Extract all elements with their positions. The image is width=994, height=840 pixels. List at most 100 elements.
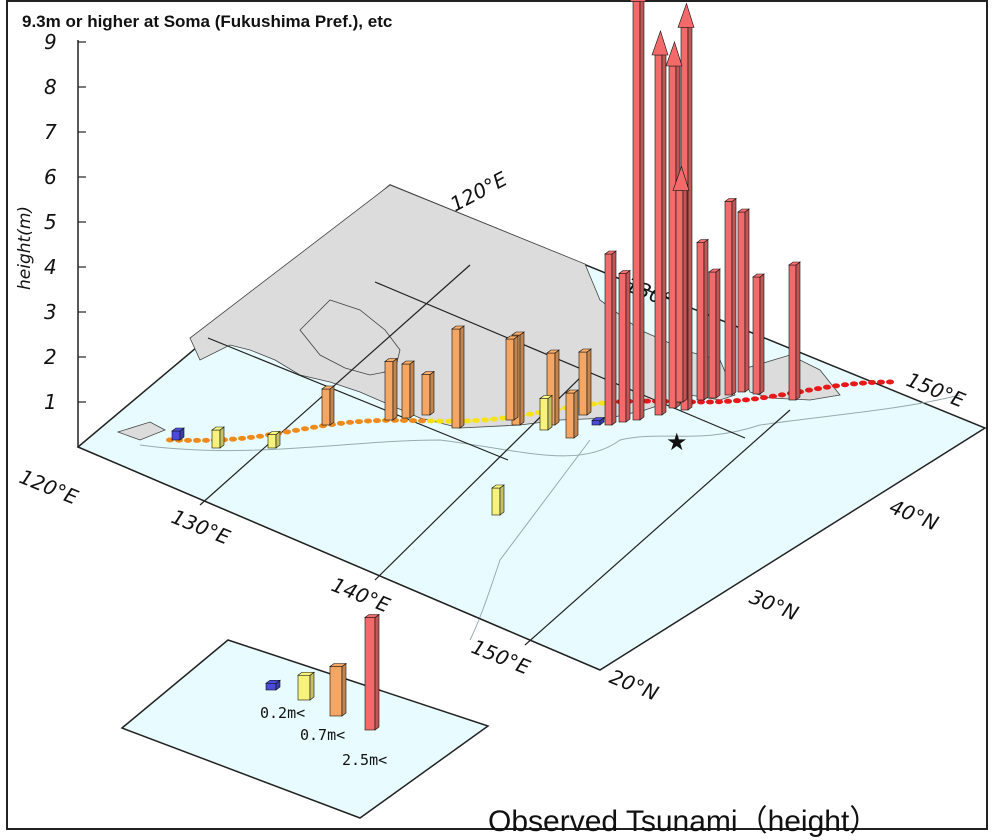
coast-dot	[418, 418, 426, 424]
coast-dot	[805, 387, 813, 393]
star-icon: ★	[666, 428, 688, 456]
y-tick-label: 5	[44, 210, 57, 234]
coast-dot	[301, 426, 309, 432]
coast-dot	[760, 395, 768, 401]
coast-dot	[373, 418, 381, 424]
lon-label-150: 150°E	[468, 634, 534, 679]
coast-dot	[598, 400, 606, 406]
height-bar	[401, 360, 415, 419]
coast-dot	[841, 382, 849, 388]
legend-label-2-5: 2.5m<	[342, 751, 387, 769]
coast-dot	[868, 380, 876, 386]
coast-dot	[499, 415, 507, 421]
lon-label-130: 130°E	[168, 504, 234, 549]
legend	[265, 613, 380, 731]
lat-label-30: 30°N	[746, 584, 802, 625]
y-tick-label: 6	[44, 165, 57, 189]
legend-marker	[265, 679, 281, 691]
land-mass-peninsula	[299, 299, 401, 376]
coast-dot	[364, 418, 372, 424]
height-bar	[618, 269, 631, 423]
coast-dot	[193, 437, 201, 443]
map-grid	[77, 264, 791, 671]
coast-dot	[490, 416, 498, 422]
coast-dot	[472, 418, 480, 424]
height-bar	[578, 348, 592, 416]
coast-dot	[706, 399, 714, 405]
height-bar	[565, 389, 579, 439]
height-bar	[752, 273, 765, 395]
y-tick-label: 4	[44, 255, 57, 279]
coast-dot	[733, 398, 741, 404]
coast-dot	[463, 418, 471, 424]
legend-marker	[297, 671, 315, 701]
height-bar	[491, 484, 505, 516]
height-bar	[505, 335, 519, 421]
height-bar	[591, 416, 605, 426]
coast-dot	[346, 419, 354, 425]
height-bar	[421, 370, 435, 416]
coast-dot	[400, 417, 408, 423]
height-bar	[651, 30, 669, 416]
legend-marker	[364, 613, 380, 731]
lon-label-120: 120°E	[16, 464, 82, 509]
coast-dot	[859, 380, 867, 386]
height-bar	[451, 325, 465, 429]
legend-label-0-7: 0.7m<	[300, 726, 345, 744]
coast-dot	[742, 397, 750, 403]
coast-dot	[526, 411, 534, 417]
y-axis-label: height(m)	[15, 206, 35, 290]
height-bar	[629, 0, 647, 421]
lon-label-140: 140°E	[328, 572, 394, 617]
y-tick-label: 2	[44, 345, 57, 369]
coast-dot	[877, 379, 885, 385]
lat-label-20: 20°N	[606, 664, 662, 705]
height-bar	[211, 426, 225, 449]
legend-plane	[120, 639, 490, 819]
height-ticks: 1 2 3 4 5 6 7 8 9	[44, 30, 86, 414]
back-label-120: 120°E	[446, 167, 511, 217]
coast-dot	[427, 418, 435, 424]
height-bar	[171, 427, 185, 441]
coast-dot	[256, 433, 264, 439]
height-bar	[788, 261, 801, 401]
height-bar	[696, 238, 709, 401]
lat-label-40: 40°N	[886, 494, 942, 535]
coast-dot	[247, 434, 255, 440]
coast-dot	[481, 417, 489, 423]
caption: Observed Tsunami（height）	[488, 805, 880, 838]
coast-dot	[292, 427, 300, 433]
height-bar	[384, 357, 398, 421]
coast-dot	[832, 383, 840, 389]
coast-dot	[238, 435, 246, 441]
coast-dot	[778, 392, 786, 398]
height-bar	[267, 430, 281, 449]
coast-dot	[202, 437, 210, 443]
coast-dot	[724, 398, 732, 404]
coast-dot	[643, 398, 651, 404]
height-bar	[604, 250, 617, 426]
coast-dot	[769, 393, 777, 399]
coast-dot	[436, 418, 444, 424]
coast-dot	[850, 381, 858, 387]
height-bar	[708, 268, 721, 399]
coast-dot	[886, 379, 894, 385]
coast-dot	[697, 399, 705, 405]
trench-line	[139, 394, 961, 457]
coast-dot	[229, 436, 237, 442]
y-tick-label: 8	[44, 75, 57, 99]
coast-dot	[715, 399, 723, 405]
coast-dot	[751, 396, 759, 402]
height-bar	[321, 385, 335, 426]
legend-label-0-2: 0.2m<	[260, 704, 305, 722]
coast-dot	[310, 424, 318, 430]
y-tick-label: 9	[44, 30, 57, 54]
coast-dot	[814, 386, 822, 392]
headline: 9.3m or higher at Soma (Fukushima Pref.)…	[22, 12, 393, 31]
coast-dot	[337, 420, 345, 426]
coast-dot	[445, 418, 453, 424]
height-bar	[539, 394, 553, 431]
height-bar	[724, 197, 737, 396]
coast-dot	[283, 429, 291, 435]
coast-dot	[355, 419, 363, 425]
